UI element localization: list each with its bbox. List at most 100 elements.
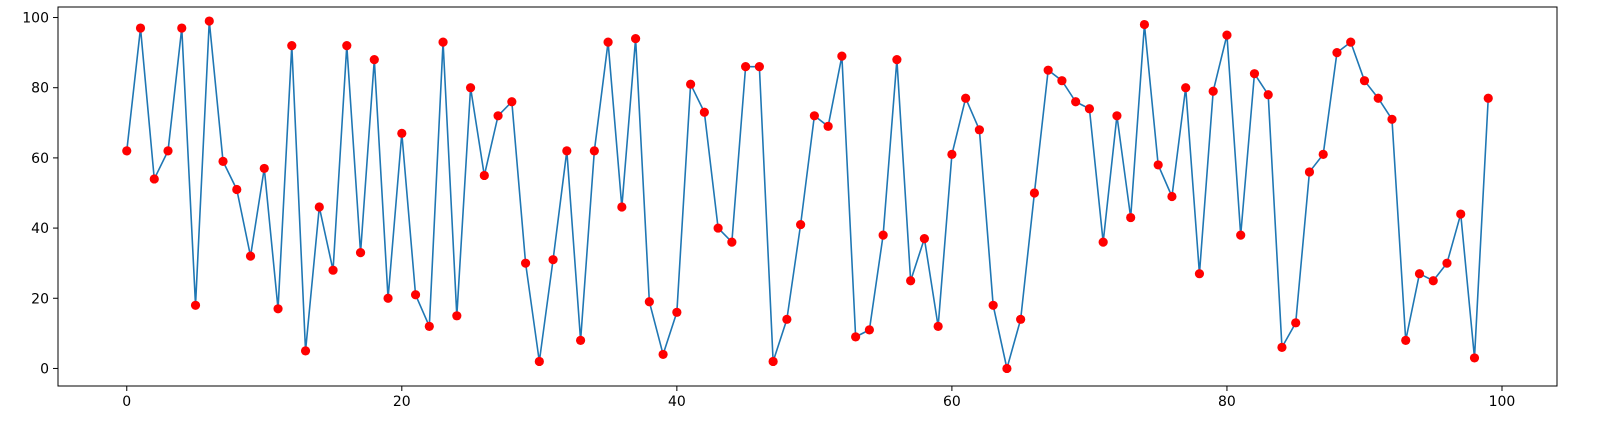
data-point — [287, 41, 297, 51]
data-point — [947, 149, 957, 159]
data-point — [741, 62, 751, 72]
data-point — [1236, 230, 1246, 240]
data-point — [122, 146, 132, 156]
data-point — [686, 79, 696, 89]
data-point — [1139, 19, 1150, 30]
data-point — [727, 237, 737, 247]
x-tick-label: 20 — [393, 394, 411, 410]
data-point — [1194, 269, 1205, 279]
data-point — [1414, 269, 1425, 279]
data-point — [1222, 30, 1232, 40]
data-point — [1483, 93, 1493, 103]
data-point — [906, 276, 916, 286]
data-point — [631, 33, 641, 44]
data-point — [1098, 237, 1108, 247]
data-point — [163, 146, 173, 156]
data-point — [135, 23, 146, 33]
data-point — [383, 293, 393, 303]
data-point — [768, 356, 778, 367]
data-point — [1304, 167, 1315, 177]
data-point — [1057, 76, 1067, 86]
data-point — [1291, 318, 1301, 328]
data-point — [493, 111, 503, 121]
x-tick-label: 40 — [668, 394, 686, 410]
data-point — [245, 251, 256, 261]
data-point — [465, 83, 476, 93]
data-point — [424, 321, 434, 331]
data-point — [562, 146, 572, 156]
data-point — [1373, 93, 1383, 103]
data-point — [644, 297, 654, 307]
y-tick-label: 20 — [31, 291, 49, 307]
data-point — [520, 258, 531, 268]
data-point — [369, 55, 379, 65]
data-point — [328, 265, 338, 275]
y-tick-label: 100 — [22, 11, 49, 27]
data-point — [699, 107, 709, 117]
data-point — [1084, 104, 1095, 114]
plot-area — [58, 7, 1557, 386]
data-point — [218, 156, 228, 167]
x-tick-label: 100 — [1489, 394, 1516, 410]
data-point — [1249, 69, 1260, 79]
data-point — [1043, 65, 1053, 75]
axes-frame — [57, 6, 1558, 387]
data-point — [342, 41, 352, 51]
data-point — [933, 321, 943, 331]
data-point — [1332, 48, 1342, 58]
data-point — [1153, 160, 1163, 170]
data-point — [204, 16, 214, 26]
data-point — [658, 349, 668, 360]
y-tick-label: 40 — [31, 221, 49, 237]
data-point — [177, 23, 187, 33]
data-point — [961, 93, 971, 103]
data-point — [1318, 149, 1328, 159]
data-point — [864, 325, 874, 335]
data-point — [397, 128, 407, 138]
x-tick-label: 0 — [122, 394, 131, 410]
data-point — [1181, 83, 1191, 93]
data-point — [1029, 188, 1040, 198]
data-point — [149, 174, 159, 184]
data-point — [809, 111, 819, 121]
data-point — [452, 311, 462, 321]
y-tick-label: 0 — [40, 361, 49, 377]
data-point — [190, 300, 201, 310]
data-point — [548, 255, 558, 265]
data-point — [1428, 276, 1438, 286]
series-layer — [122, 16, 1493, 374]
data-point — [438, 37, 448, 47]
plot-background — [58, 7, 1557, 386]
data-point — [575, 335, 586, 345]
data-point — [1387, 114, 1397, 124]
data-point — [878, 230, 888, 240]
data-point — [1071, 97, 1081, 107]
data-point — [232, 184, 242, 195]
data-point — [1277, 342, 1287, 352]
data-point — [837, 51, 847, 61]
data-point — [974, 125, 985, 135]
data-point — [534, 356, 544, 367]
data-point — [300, 346, 311, 356]
x-tick-label: 80 — [1218, 394, 1236, 410]
data-point — [1167, 191, 1177, 202]
data-point — [589, 146, 599, 156]
data-point — [1002, 363, 1012, 374]
data-point — [919, 234, 929, 244]
data-point — [1263, 90, 1273, 100]
data-point — [1126, 212, 1136, 223]
data-point — [1346, 37, 1356, 47]
y-tick-label: 80 — [31, 81, 49, 97]
data-point — [259, 163, 269, 174]
data-point — [1112, 111, 1122, 121]
data-point — [823, 121, 833, 131]
data-point — [851, 332, 861, 342]
y-tick-label: 60 — [31, 151, 49, 167]
data-point — [1016, 314, 1026, 324]
data-point — [1442, 258, 1452, 268]
data-point — [796, 219, 806, 230]
data-point — [892, 55, 902, 65]
data-point — [1456, 209, 1466, 219]
data-point — [754, 62, 764, 72]
